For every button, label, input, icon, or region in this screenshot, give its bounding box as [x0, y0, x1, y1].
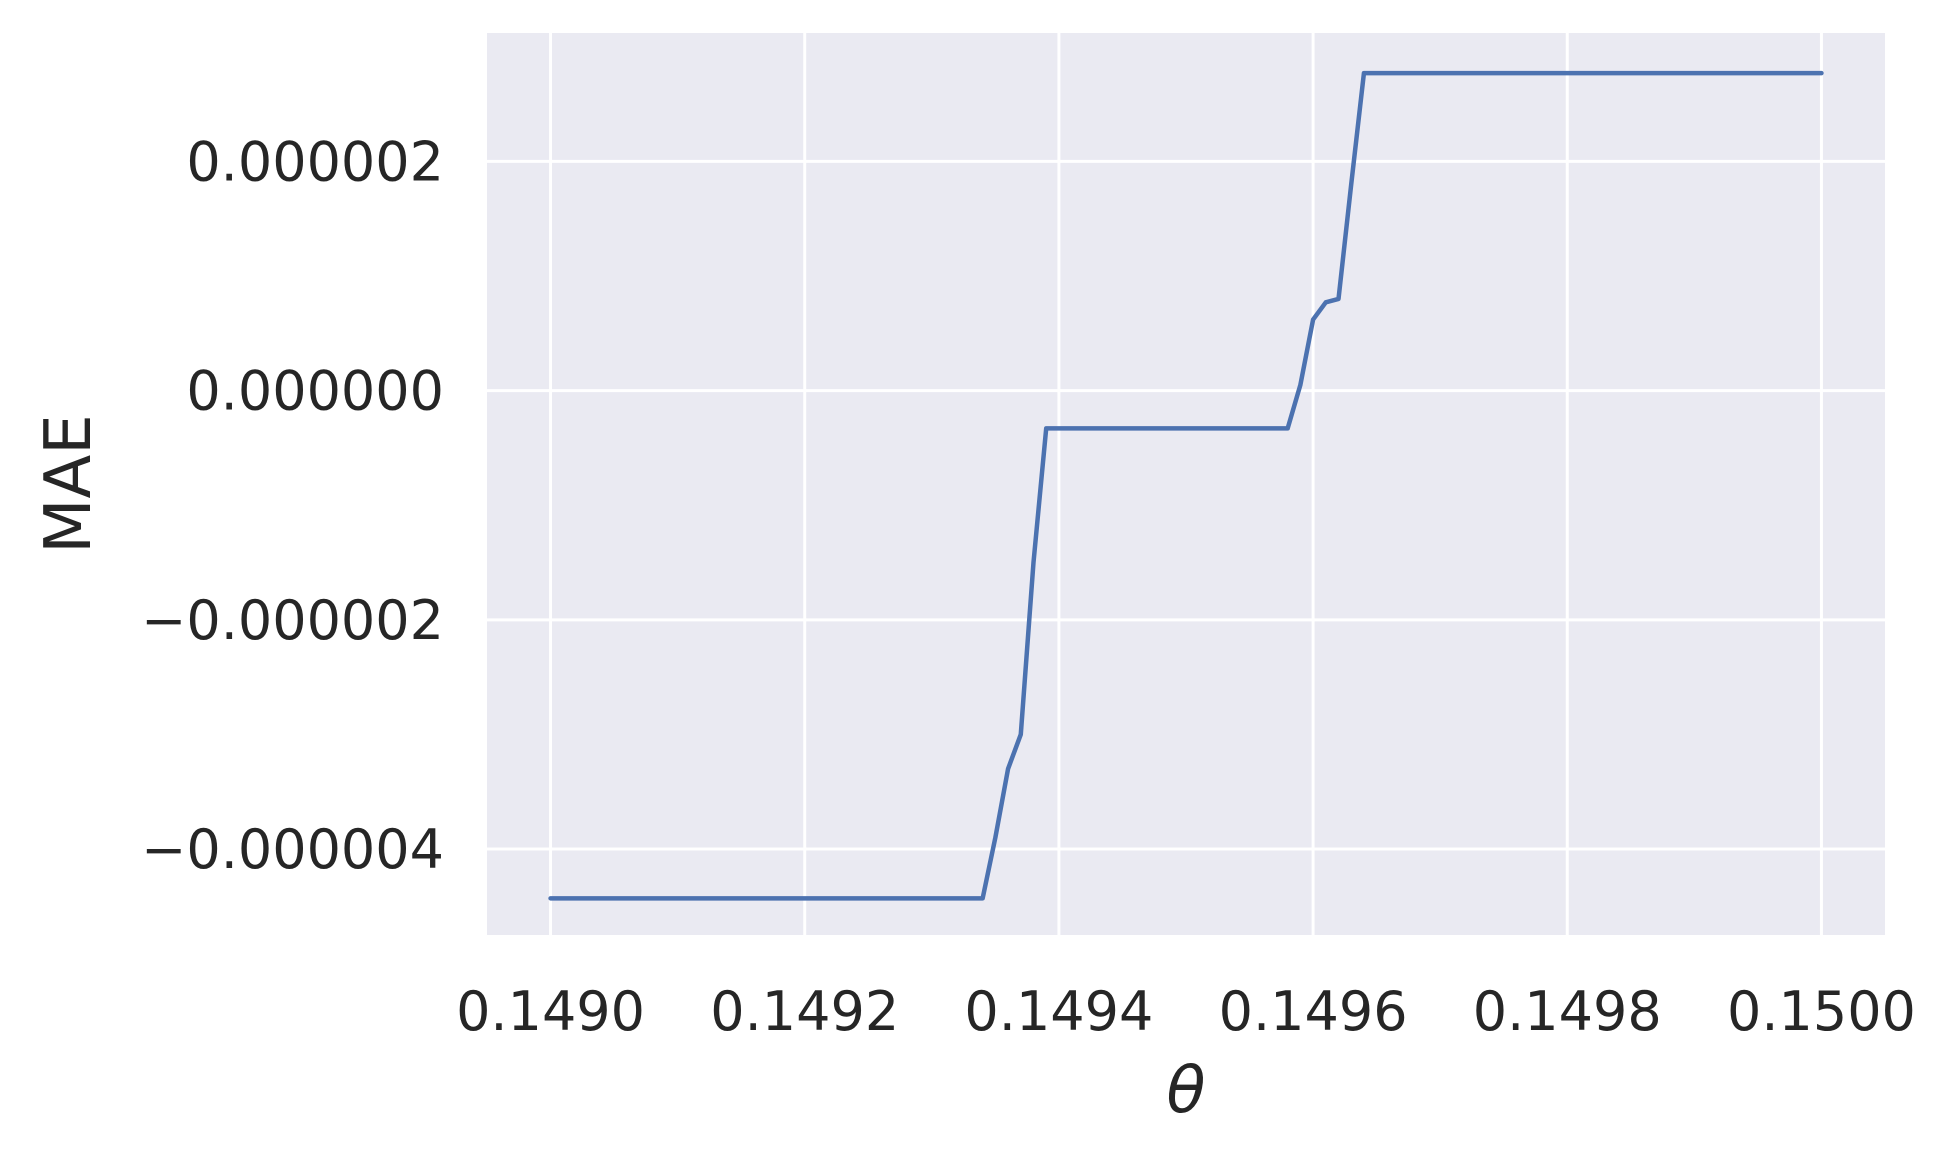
y-tick-label: −0.000002 — [141, 589, 444, 652]
series-line — [548, 70, 1824, 901]
grid-lines — [487, 33, 1885, 935]
y-tick-label: −0.000004 — [141, 818, 444, 881]
y-axis-label: MAE — [32, 414, 106, 553]
y-tick-label: 0.000000 — [186, 360, 444, 423]
y-tick-label: 0.000002 — [186, 130, 444, 193]
y-tick-labels: 0.000002 0.000000 −0.000002 −0.000004 — [141, 130, 444, 881]
x-tick-label: 0.1496 — [1219, 980, 1408, 1043]
plot-area — [487, 33, 1885, 935]
series-layer — [548, 70, 1824, 901]
x-tick-label: 0.1494 — [964, 980, 1153, 1043]
x-tick-label: 0.1492 — [710, 980, 899, 1043]
x-tick-labels: 0.1490 0.1492 0.1494 0.1496 0.1498 0.1500 — [456, 980, 1916, 1043]
x-tick-label: 0.1498 — [1473, 980, 1662, 1043]
x-tick-label: 0.1490 — [456, 980, 645, 1043]
x-axis-label: θ — [1166, 1054, 1205, 1128]
x-tick-label: 0.1500 — [1727, 980, 1916, 1043]
